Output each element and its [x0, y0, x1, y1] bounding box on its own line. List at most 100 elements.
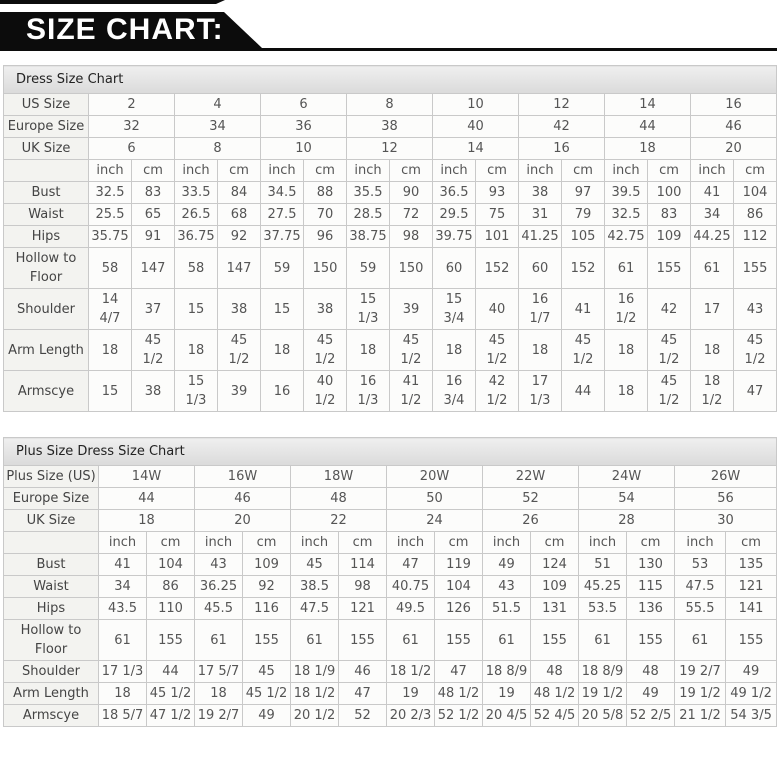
measure-value: 19 2/7: [194, 704, 243, 727]
measure-value: 104: [146, 553, 195, 576]
dress-size-chart-table: Dress Size Chart US Size 2 4 6 8 10 12 14 16 Europ…: [2, 65, 777, 412]
size-value: 22W: [482, 465, 579, 488]
measure-value: 15: [260, 288, 304, 330]
measure-value: 36.25: [194, 575, 243, 598]
size-value: 32: [88, 115, 175, 138]
measure-value: 47: [386, 553, 435, 576]
row-label: US Size: [3, 93, 89, 116]
unit-label: cm: [530, 531, 579, 554]
measure-value: 155: [732, 247, 777, 289]
size-value: 12: [346, 137, 433, 160]
measure-value: 18: [174, 329, 218, 371]
measure-value: 49.5: [386, 597, 435, 620]
measure-value: 43.5: [98, 597, 147, 620]
size-value: 14: [604, 93, 691, 116]
measure-value: 26.5: [174, 203, 218, 226]
measure-value: 44.25: [690, 225, 734, 248]
unit-label: cm: [561, 159, 605, 182]
size-value: 26: [482, 509, 579, 532]
measure-value: 83: [131, 181, 175, 204]
unit-label: inch: [482, 531, 531, 554]
measure-value: 60: [432, 247, 476, 289]
size-value: 18W: [290, 465, 387, 488]
measure-value: 115: [626, 575, 675, 598]
unit-label: inch: [674, 531, 726, 554]
measure-value: 61: [604, 247, 648, 289]
measure-value: 61: [98, 619, 147, 661]
measure-row: Shoulder 17 1/3 44 17 5/7 45 18 1/9 46 18 1/2 47…: [3, 660, 777, 683]
measure-value: 147: [217, 247, 261, 289]
measure-value: 20 1/2: [290, 704, 339, 727]
size-value: 30: [673, 509, 777, 532]
measure-value: 42 1/2: [475, 370, 519, 412]
size-value: 18: [604, 137, 691, 160]
unit-label: inch: [346, 159, 390, 182]
measure-value: 104: [732, 181, 777, 204]
measure-value: 49: [626, 682, 675, 705]
measure-value: 40: [475, 288, 519, 330]
size-value: 20: [194, 509, 291, 532]
measure-value: 86: [732, 203, 777, 226]
measure-value: 52: [338, 704, 387, 727]
measure-value: 21 1/2: [674, 704, 726, 727]
measure-value: 135: [724, 553, 777, 576]
measure-value: 98: [389, 225, 433, 248]
measure-value: 31: [518, 203, 562, 226]
top-banner-remnant: [0, 0, 225, 4]
measure-value: 32.5: [88, 181, 132, 204]
measure-value: 155: [338, 619, 387, 661]
row-label: Hips: [3, 225, 89, 248]
size-value: 34: [174, 115, 261, 138]
measure-value: 42: [647, 288, 691, 330]
measure-value: 124: [530, 553, 579, 576]
measure-value: 93: [475, 181, 519, 204]
unit-label: cm: [732, 159, 777, 182]
size-value: 40: [432, 115, 519, 138]
measure-row: Waist 34 86 36.25 92 38.5 98 40.75 104 43 109 45.25…: [3, 575, 777, 598]
table-title-row: Plus Size Dress Size Chart: [2, 437, 777, 466]
size-value: 20: [689, 137, 777, 160]
measure-value: 52 2/5: [626, 704, 675, 727]
unit-label: cm: [434, 531, 483, 554]
unit-label: inch: [604, 159, 648, 182]
unit-label: inch: [98, 531, 147, 554]
table-title: Plus Size Dress Size Chart: [2, 437, 777, 466]
measure-value: 51: [578, 553, 627, 576]
measure-value: 28.5: [346, 203, 390, 226]
measure-value: 47.5: [290, 597, 339, 620]
size-value: 54: [578, 487, 675, 510]
measure-value: 45 1/2: [389, 329, 433, 371]
measure-value: 45: [290, 553, 339, 576]
measure-row: Bust 32.5 83 33.5 84 34.5 88 35.5 90 36.5 93 38 97 39…: [3, 181, 777, 204]
measure-value: 16 1/7: [518, 288, 562, 330]
measure-value: 19 1/2: [674, 682, 726, 705]
row-label: Arm Length: [3, 682, 99, 705]
measure-row: Armscye 18 5/7 47 1/2 19 2/7 49 20 1/2 52 20 2/…: [3, 704, 777, 727]
row-label: Europe Size: [3, 487, 99, 510]
measure-row: Bust 41 104 43 109 45 114 47 119 49 124 51 130 53 135: [3, 553, 777, 576]
measure-value: 16: [260, 370, 304, 412]
measure-value: 35.5: [346, 181, 390, 204]
measure-value: 15: [174, 288, 218, 330]
size-value: 42: [518, 115, 605, 138]
size-value: 16W: [194, 465, 291, 488]
measure-value: 15 1/3: [174, 370, 218, 412]
measure-value: 92: [242, 575, 291, 598]
measure-value: 97: [561, 181, 605, 204]
measure-value: 47: [732, 370, 777, 412]
measure-value: 36.75: [174, 225, 218, 248]
measure-value: 96: [303, 225, 347, 248]
measure-value: 17 1/3: [518, 370, 562, 412]
measure-value: 33.5: [174, 181, 218, 204]
size-value: 2: [88, 93, 175, 116]
measure-row: Hips 43.5 110 45.5 116 47.5 121 49.5 126 51.5 131 5…: [3, 597, 777, 620]
measure-value: 49: [242, 704, 291, 727]
measure-value: 109: [242, 553, 291, 576]
measure-value: 19 2/7: [674, 660, 726, 683]
size-value: 8: [346, 93, 433, 116]
measure-value: 104: [434, 575, 483, 598]
size-value: 26W: [673, 465, 777, 488]
measure-value: 20 4/5: [482, 704, 531, 727]
size-value: 36: [260, 115, 347, 138]
size-row: UK Size 6 8 10 12 14 16 18 20: [3, 137, 777, 160]
